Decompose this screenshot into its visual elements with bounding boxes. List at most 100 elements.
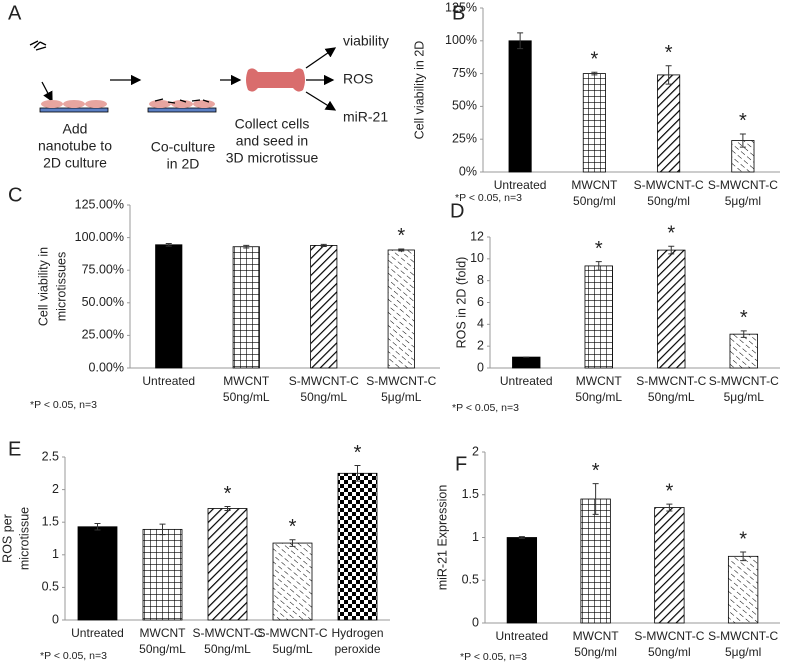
- x-tick-label: 50ng/ml: [648, 645, 691, 659]
- bar: [512, 356, 541, 369]
- x-tick-label: 50ng/ml: [647, 194, 690, 208]
- error-bar: [243, 244, 250, 249]
- error-bar: [595, 261, 602, 271]
- note: *P < 0.05, n=3: [460, 651, 527, 663]
- significance-star: *: [740, 307, 748, 329]
- bar: [155, 244, 183, 369]
- x-tick-label: S-MWCNT-C: [258, 626, 328, 640]
- x-tick-label: S-MWCNT-C: [708, 178, 778, 192]
- error-bar: [666, 503, 673, 512]
- x-tick-label: Untreated: [500, 374, 553, 388]
- error-bar: [665, 65, 672, 85]
- y-tick-label: 1.5: [42, 514, 59, 528]
- y-axis-label: microtissue: [17, 507, 31, 570]
- error-bar: [740, 551, 747, 562]
- y-axis-label: miR-21 Expression: [435, 485, 449, 591]
- significance-star: *: [739, 110, 747, 132]
- output-text: viability: [343, 33, 389, 49]
- x-tick-label: peroxide: [334, 642, 380, 656]
- significance-star: *: [739, 528, 747, 550]
- y-tick-label: 10: [470, 251, 484, 265]
- y-tick-label: 50.00%: [82, 295, 124, 309]
- step-text: and seed in: [236, 133, 308, 149]
- x-tick-label: 5μg/ml: [725, 645, 761, 659]
- y-tick-label: 75%: [452, 66, 477, 80]
- bar: [508, 40, 532, 173]
- x-tick-label: 50ng/mL: [139, 642, 186, 656]
- y-tick-label: 2: [472, 444, 479, 458]
- y-tick-label: 0%: [459, 164, 477, 178]
- step-text: Co-culture: [151, 139, 216, 155]
- bar-chart: E 0 0.5 1 1.5 2 2.5 ROS per microtissue Untreated…: [0, 438, 390, 662]
- x-tick-label: S-MWCNT-C: [289, 374, 359, 388]
- x-tick-label: S-MWCNT-C: [636, 374, 706, 388]
- error-bar: [354, 464, 361, 482]
- bar: [654, 507, 685, 624]
- bar: [584, 265, 613, 369]
- x-tick-label: 5μg/mL: [381, 390, 422, 404]
- y-tick-label: 0.5: [42, 580, 59, 594]
- panel-label: D: [450, 200, 464, 222]
- significance-star: *: [289, 516, 297, 538]
- error-bar: [591, 71, 598, 76]
- y-tick-label: 125.00%: [75, 197, 124, 211]
- y-tick-label: 2: [477, 338, 484, 352]
- x-tick-label: S-MWCNT-C: [193, 626, 263, 640]
- bar: [232, 246, 260, 369]
- y-tick-label: 100.00%: [75, 230, 124, 244]
- error-bar: [668, 245, 675, 255]
- y-axis-label: microtissues: [54, 252, 68, 321]
- error-bar: [289, 539, 296, 547]
- bar-chart: F 0 0.5 1 1.5 2 miR-21 Expression Untreated * MWC…: [435, 444, 780, 663]
- x-tick-label: 50ng/mL: [575, 390, 622, 404]
- x-tick-label: Untreated: [494, 178, 547, 192]
- significance-star: *: [592, 460, 600, 482]
- bar: [582, 73, 606, 173]
- error-bar: [320, 243, 327, 247]
- error-bar: [592, 483, 599, 515]
- x-tick-label: MWCNT: [140, 626, 187, 640]
- bar: [387, 249, 415, 369]
- bar-chart: C 0.00% 25.00% 50.00% 75.00% 100.00% 125.00% Ce…: [8, 184, 440, 411]
- note: *P < 0.05, n=3: [30, 399, 97, 411]
- y-axis-label: ROS per: [0, 514, 14, 563]
- significance-star: *: [224, 483, 232, 505]
- y-tick-label: 0.00%: [89, 360, 124, 374]
- step-text: 2D culture: [43, 155, 107, 171]
- x-tick-label: Untreated: [142, 374, 195, 388]
- x-tick-label: MWCNT: [223, 374, 270, 388]
- x-tick-label: Untreated: [496, 629, 549, 643]
- x-tick-label: 5μg/mL: [724, 390, 765, 404]
- output-text: ROS: [343, 71, 373, 87]
- bar-chart: B 0% 25% 50% 75% 100% 125% Cell viability in 2D…: [412, 0, 780, 208]
- bar: [142, 528, 183, 621]
- y-tick-label: 125%: [445, 0, 477, 14]
- y-tick-label: 6: [477, 295, 484, 309]
- x-tick-label: S-MWCNT-C: [708, 629, 778, 643]
- note: *P < 0.05, n=3: [452, 402, 519, 414]
- panel-label: C: [8, 184, 22, 206]
- step-text: Add: [63, 121, 88, 137]
- y-tick-label: 100%: [445, 33, 477, 47]
- error-bar: [517, 32, 524, 50]
- output-text: miR-21: [343, 109, 388, 125]
- x-tick-label: 50ng/mL: [648, 390, 695, 404]
- y-axis-label: Cell viability in 2D: [412, 41, 426, 140]
- significance-star: *: [667, 223, 675, 245]
- significance-star: *: [665, 480, 673, 502]
- error-bar: [739, 133, 746, 148]
- error-bar: [159, 523, 166, 536]
- note: *P < 0.05, n=3: [40, 650, 107, 662]
- y-tick-label: 25%: [452, 131, 477, 145]
- step-text: Collect cells: [235, 116, 310, 132]
- y-tick-label: 8: [477, 273, 484, 287]
- error-bar: [165, 242, 172, 247]
- x-tick-label: MWCNT: [573, 629, 620, 643]
- y-tick-label: 2: [52, 482, 59, 496]
- x-tick-label: 50ng/mL: [204, 642, 251, 656]
- y-tick-label: 1.5: [462, 487, 479, 501]
- panel-label: B: [452, 2, 465, 24]
- x-tick-label: MWCNT: [571, 178, 618, 192]
- y-tick-label: 1: [52, 547, 59, 561]
